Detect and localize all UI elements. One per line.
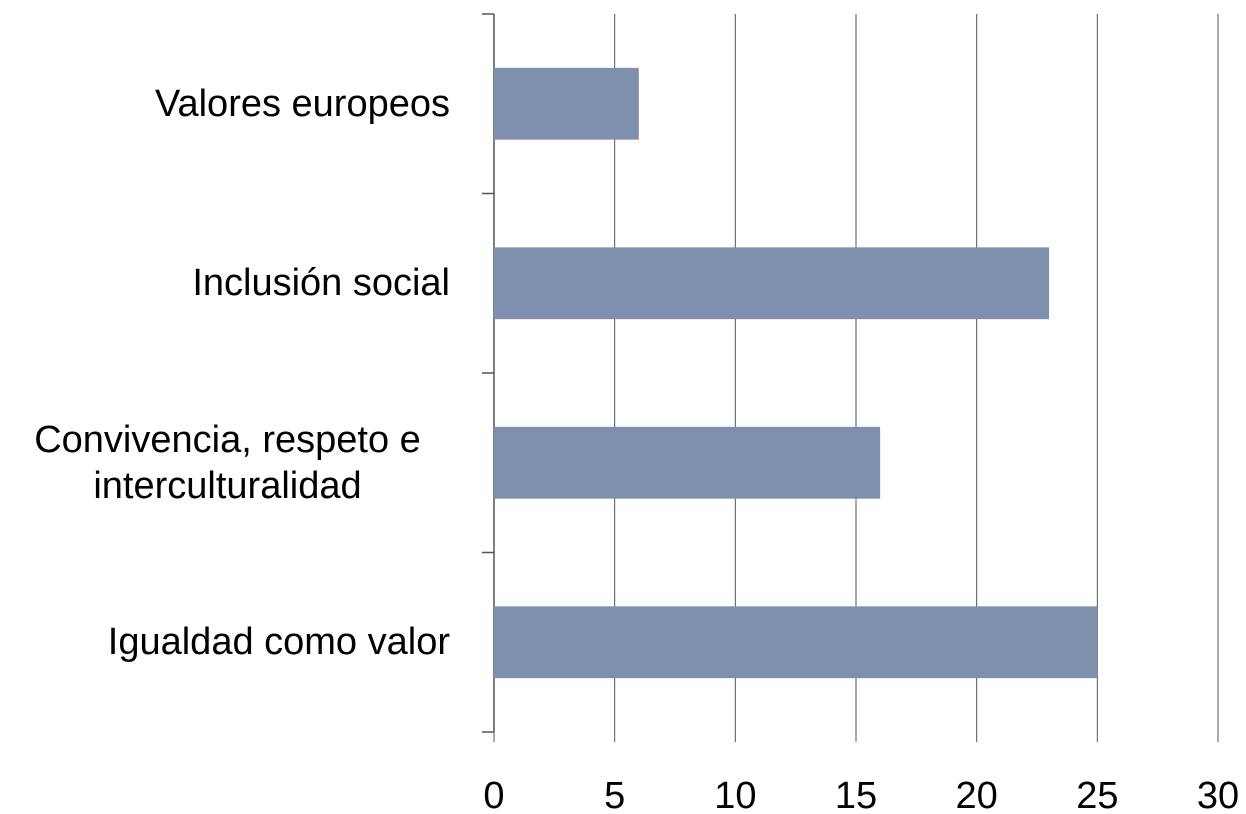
y-tick-label: Convivencia, respeto e interculturalidad [34,418,421,507]
y-tick-label: Inclusión social [192,262,450,305]
x-tick-label: 20 [956,775,998,814]
bar [494,67,639,140]
bar [494,247,1050,320]
y-tick-label: Igualdad como valor [107,621,450,664]
x-tick-label: 25 [1076,775,1118,814]
bar [494,606,1098,679]
x-tick-label: 30 [1197,775,1239,814]
y-tick-label: Valores europeos [154,82,450,125]
x-tick-label: 0 [483,775,504,814]
x-tick-label: 10 [714,775,756,814]
x-tick-label: 5 [604,775,625,814]
x-tick-label: 15 [835,775,877,814]
bar [494,426,881,499]
